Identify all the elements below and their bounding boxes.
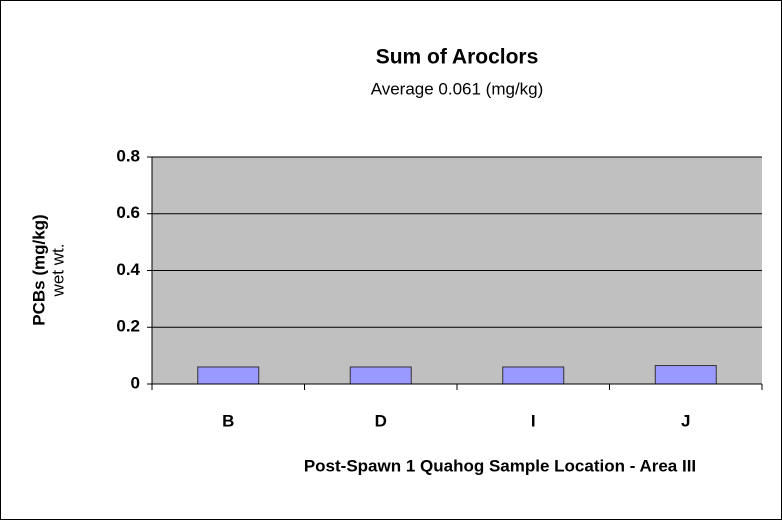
chart-subtitle: Average 0.061 (mg/kg)	[371, 79, 544, 98]
bar	[197, 366, 260, 385]
y-axis-label: wet wt.	[48, 244, 67, 298]
y-tick-label: 0	[131, 373, 140, 392]
bar	[654, 365, 717, 385]
bar	[349, 366, 412, 385]
y-tick-label: 0.4	[116, 260, 140, 279]
y-tick-label: 0.6	[116, 203, 140, 222]
x-axis-label: Post-Spawn 1 Quahog Sample Location - Ar…	[304, 456, 696, 475]
x-tick-label: I	[531, 411, 536, 430]
chart-title: Sum of Aroclors	[376, 46, 539, 69]
x-tick-label: B	[222, 411, 234, 430]
y-axis-label: PCBs (mg/kg)	[29, 214, 48, 325]
bar	[502, 366, 565, 385]
y-tick-label: 0.2	[116, 317, 140, 336]
x-tick-label: D	[375, 411, 387, 430]
x-tick-label: J	[681, 411, 690, 430]
y-tick-label: 0.8	[116, 146, 140, 165]
